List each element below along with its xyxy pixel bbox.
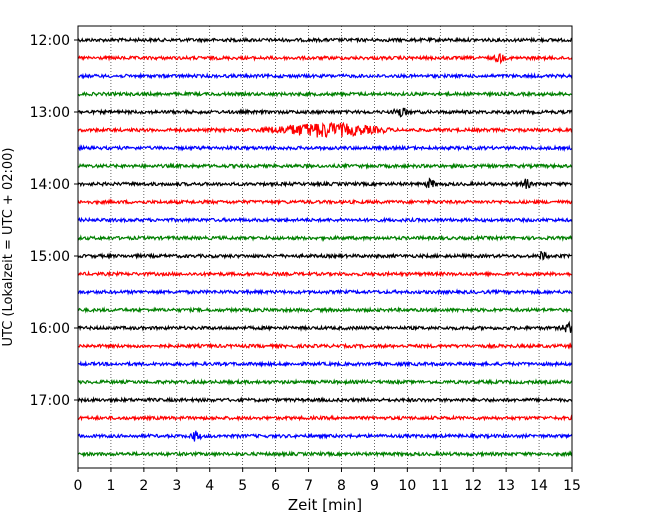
seismic-trace <box>77 320 573 333</box>
seismic-trace <box>77 234 573 242</box>
seismic-trace <box>77 72 573 80</box>
y-tick-label: 15:00 <box>30 249 70 265</box>
seismic-trace <box>77 107 573 118</box>
x-tick-label: 5 <box>238 478 247 494</box>
x-tick-label: 8 <box>337 478 346 494</box>
x-tick-label: 2 <box>139 478 148 494</box>
y-tick-label: 14:00 <box>30 177 70 193</box>
x-tick-label: 7 <box>304 478 313 494</box>
seismic-trace <box>77 288 573 296</box>
seismic-trace <box>77 450 573 458</box>
y-tick-label: 12:00 <box>30 33 70 49</box>
seismic-trace <box>77 250 573 261</box>
y-axis-label: UTC (Lokalzeit = UTC + 02:00) <box>1 148 16 347</box>
y-axis-ticks: 12:00 13:00 14:00 15:00 16:00 17:00 <box>30 33 78 409</box>
x-tick-label: 15 <box>563 478 581 494</box>
traces-group <box>77 36 573 458</box>
seismic-trace <box>77 162 573 170</box>
seismic-trace <box>77 144 573 152</box>
y-tick-label: 13:00 <box>30 105 70 121</box>
x-tick-label: 4 <box>205 478 214 494</box>
x-tick-label: 1 <box>106 478 115 494</box>
seismic-trace <box>77 414 573 422</box>
x-tick-label: 11 <box>431 478 449 494</box>
seismic-trace <box>77 198 573 206</box>
x-tick-label: 9 <box>370 478 379 494</box>
plot-background <box>78 26 572 468</box>
x-tick-label: 6 <box>271 478 280 494</box>
seismic-trace <box>77 36 573 44</box>
seismic-trace <box>77 396 573 404</box>
x-tick-label: 10 <box>398 478 416 494</box>
x-tick-label: 12 <box>464 478 482 494</box>
seismic-trace <box>77 430 573 442</box>
y-tick-label: 17:00 <box>30 393 70 409</box>
seismic-trace <box>77 342 573 350</box>
x-tick-label: 13 <box>497 478 515 494</box>
plot-frame <box>77 25 573 469</box>
seismic-trace <box>77 121 573 138</box>
seismic-trace <box>77 53 573 65</box>
x-axis-ticks: 0 1 2 3 4 5 6 7 8 9 10 11 12 13 14 15 <box>74 468 581 494</box>
seismic-trace <box>78 306 573 314</box>
seismic-trace <box>77 270 573 278</box>
x-tick-label: 0 <box>74 478 83 494</box>
seismic-trace <box>77 177 573 189</box>
seismic-trace <box>77 90 573 98</box>
seismic-trace <box>77 378 573 386</box>
x-tick-label: 14 <box>530 478 548 494</box>
seismic-trace <box>77 216 573 224</box>
seismic-trace <box>77 360 573 368</box>
x-tick-label: 3 <box>172 478 181 494</box>
y-tick-label: 16:00 <box>30 321 70 337</box>
x-axis-label: Zeit [min] <box>288 496 362 514</box>
